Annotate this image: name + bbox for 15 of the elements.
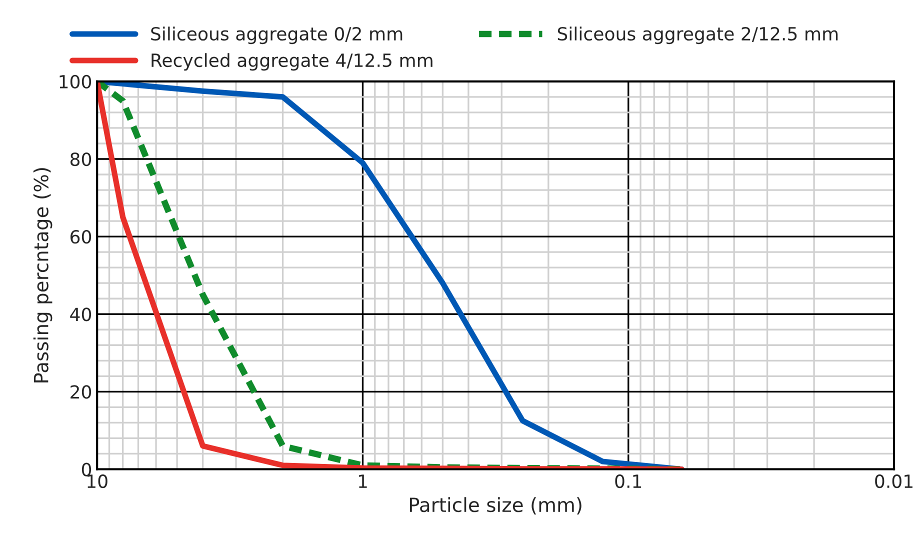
x-axis-title: Particle size (mm) bbox=[410, 497, 582, 514]
legend-label: Siliceous aggregate 0/2 mm bbox=[151, 26, 402, 44]
legend-label: Siliceous aggregate 2/12.5 mm bbox=[558, 26, 838, 44]
legend-label: Recycled aggregate 4/12.5 mm bbox=[152, 53, 432, 71]
y-tick-label: 80 bbox=[70, 152, 92, 166]
y-tick-label: 0 bbox=[82, 462, 92, 476]
y-tick-label: 100 bbox=[60, 74, 92, 89]
y-tick-label: 20 bbox=[70, 385, 92, 399]
y-axis-title: Passing percntage (%) bbox=[33, 168, 52, 382]
y-tick-label: 40 bbox=[70, 308, 92, 322]
x-tick-label: 1 bbox=[358, 474, 367, 488]
y-tick-label: 60 bbox=[70, 230, 92, 244]
x-tick-label: 10 bbox=[88, 474, 108, 488]
x-tick-label: 0.1 bbox=[615, 474, 642, 488]
x-tick-label: 0.01 bbox=[875, 474, 912, 488]
